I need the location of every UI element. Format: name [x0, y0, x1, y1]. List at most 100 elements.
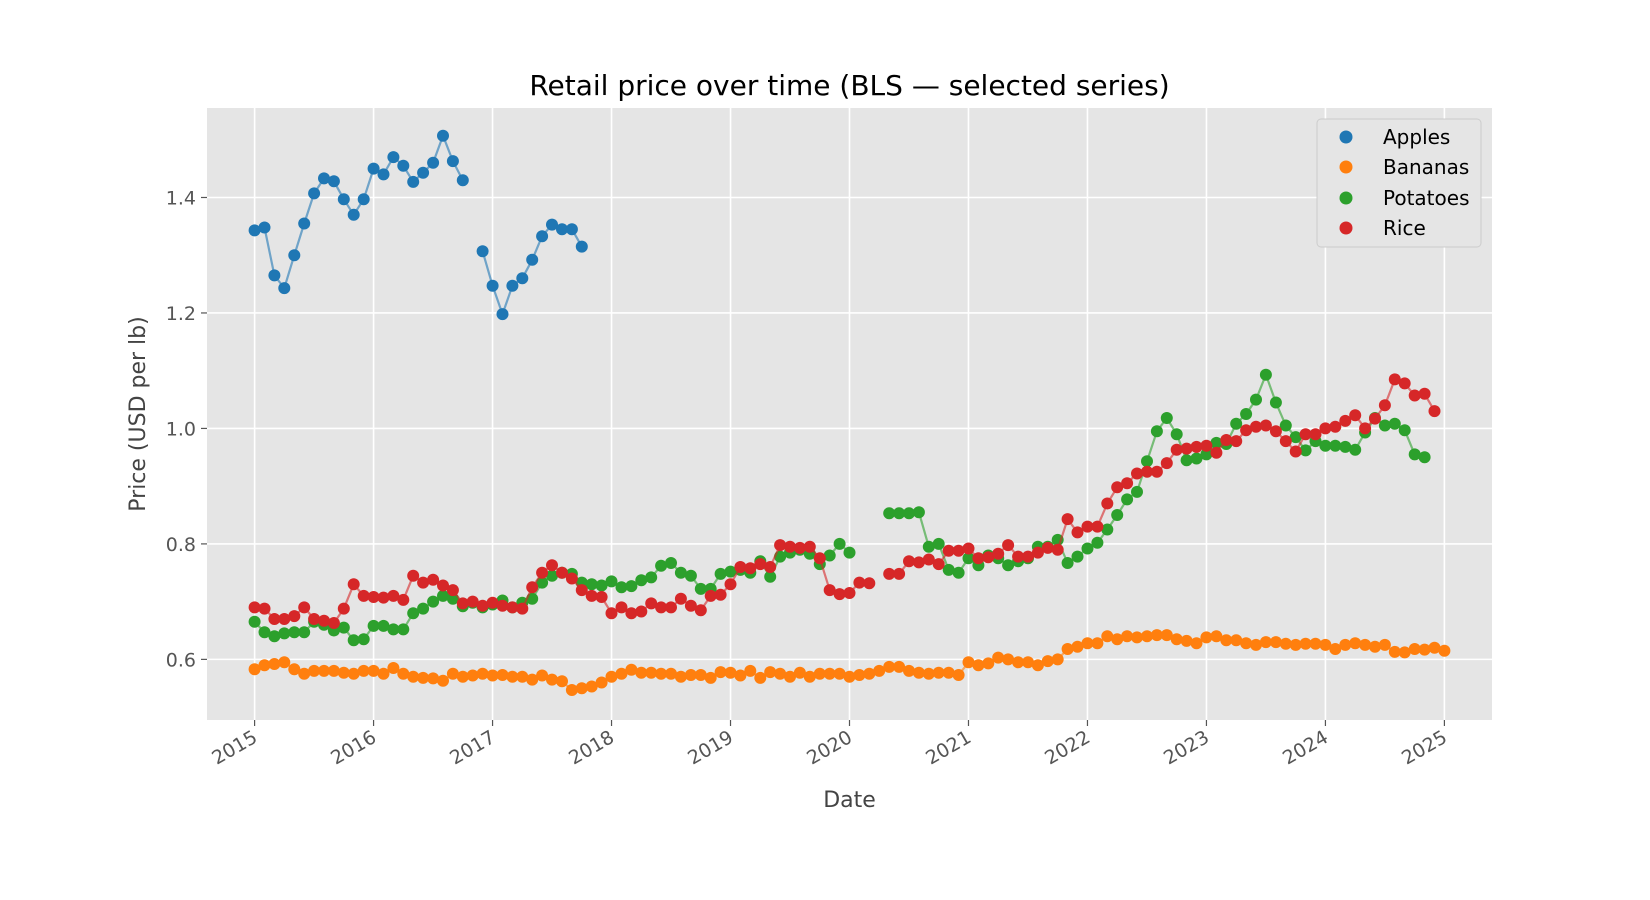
data-point-rice [1259, 419, 1272, 432]
data-point-potatoes [337, 621, 350, 634]
data-point-bananas [1041, 655, 1054, 668]
data-point-bananas [704, 671, 717, 684]
legend-label-potatoes: Potatoes [1383, 186, 1469, 210]
data-point-potatoes [962, 552, 975, 565]
data-point-bananas [476, 667, 489, 680]
data-point-rice [298, 601, 311, 614]
data-point-bananas [912, 666, 925, 679]
data-point-rice [1150, 465, 1163, 478]
data-point-potatoes [1259, 368, 1272, 381]
series-line-apples [254, 134, 464, 290]
data-point-apples [298, 217, 311, 230]
data-point-rice [417, 576, 430, 589]
data-point-bananas [823, 667, 836, 680]
data-point-bananas [268, 658, 281, 670]
data-point-potatoes [407, 607, 420, 620]
data-point-bananas [764, 666, 777, 679]
data-point-bananas [774, 667, 787, 680]
data-point-bananas [278, 656, 291, 669]
data-point-apples [476, 245, 489, 258]
data-point-rice [932, 558, 945, 571]
data-point-rice [1081, 520, 1094, 533]
data-point-rice [883, 567, 896, 580]
data-point-potatoes [724, 565, 737, 578]
data-point-bananas [952, 669, 965, 681]
data-point-potatoes [1111, 509, 1124, 521]
data-point-apples [456, 174, 469, 187]
data-point-apples [318, 172, 330, 185]
data-point-bananas [347, 667, 360, 680]
data-point-apples [387, 151, 400, 164]
data-point-rice [625, 607, 638, 620]
data-point-potatoes [1170, 428, 1183, 441]
data-point-bananas [962, 656, 975, 669]
data-point-rice [427, 573, 440, 586]
data-point-bananas [327, 664, 340, 677]
data-point-bananas [308, 664, 321, 677]
data-point-bananas [1111, 633, 1124, 646]
data-point-apples [367, 162, 380, 175]
data-point-apples [446, 155, 459, 168]
legend-box [1316, 118, 1482, 248]
data-point-rice [1309, 428, 1322, 441]
data-point-rice [526, 581, 539, 594]
data-point-potatoes [1388, 417, 1401, 430]
data-point-rice [674, 592, 687, 605]
data-point-rice [1002, 539, 1015, 552]
data-point-rice [1378, 399, 1391, 412]
data-point-rice [268, 613, 281, 625]
data-point-rice [575, 584, 588, 597]
data-point-potatoes [1061, 557, 1074, 569]
data-point-rice [893, 567, 906, 580]
data-point-rice [1071, 526, 1084, 539]
data-point-bananas [942, 666, 955, 679]
data-point-rice [1279, 435, 1292, 448]
data-point-bananas [377, 667, 390, 680]
data-point-bananas [972, 659, 985, 672]
data-point-apples [437, 129, 449, 142]
data-point-potatoes [1091, 536, 1104, 549]
data-point-bananas [595, 676, 608, 689]
data-point-bananas [1259, 636, 1272, 649]
data-point-rice [327, 617, 340, 629]
data-point-potatoes [1289, 431, 1302, 444]
data-point-potatoes [912, 506, 925, 519]
data-point-potatoes [1339, 440, 1352, 453]
data-point-rice [1170, 443, 1183, 456]
data-point-potatoes [635, 574, 648, 587]
data-point-potatoes [546, 569, 558, 582]
data-point-bananas [506, 670, 519, 683]
data-point-apples [417, 166, 430, 179]
data-point-bananas [486, 669, 499, 682]
data-point-rice [1408, 389, 1421, 402]
y-tick-label: 1.4 [166, 187, 196, 209]
y-tick-label: 1.2 [166, 303, 196, 325]
data-point-bananas [893, 660, 906, 673]
data-point-rice [912, 556, 925, 569]
y-axis-label: Price (USD per lb) [126, 316, 151, 511]
data-point-bananas [565, 684, 578, 696]
data-point-potatoes [298, 626, 311, 639]
data-point-bananas [873, 664, 886, 677]
data-point-bananas [1131, 631, 1143, 644]
data-point-bananas [982, 657, 995, 670]
legend-marker-rice [1339, 221, 1353, 235]
data-point-bananas [575, 682, 588, 695]
data-point-rice [1319, 422, 1332, 435]
data-point-apples [506, 279, 519, 292]
data-point-potatoes [1002, 559, 1015, 572]
data-point-potatoes [833, 537, 846, 550]
data-point-bananas [1121, 630, 1134, 643]
data-point-bananas [407, 670, 420, 683]
data-point-rice [704, 589, 717, 602]
y-tick-label: 0.6 [166, 649, 196, 671]
data-point-apples [407, 175, 420, 188]
data-point-rice [734, 561, 747, 573]
data-point-potatoes [248, 615, 261, 628]
data-point-bananas [853, 669, 866, 681]
data-point-rice [1111, 481, 1124, 494]
data-point-rice [466, 595, 479, 608]
data-point-potatoes [417, 602, 430, 615]
data-point-rice [853, 576, 866, 589]
data-point-bananas [1190, 637, 1203, 650]
